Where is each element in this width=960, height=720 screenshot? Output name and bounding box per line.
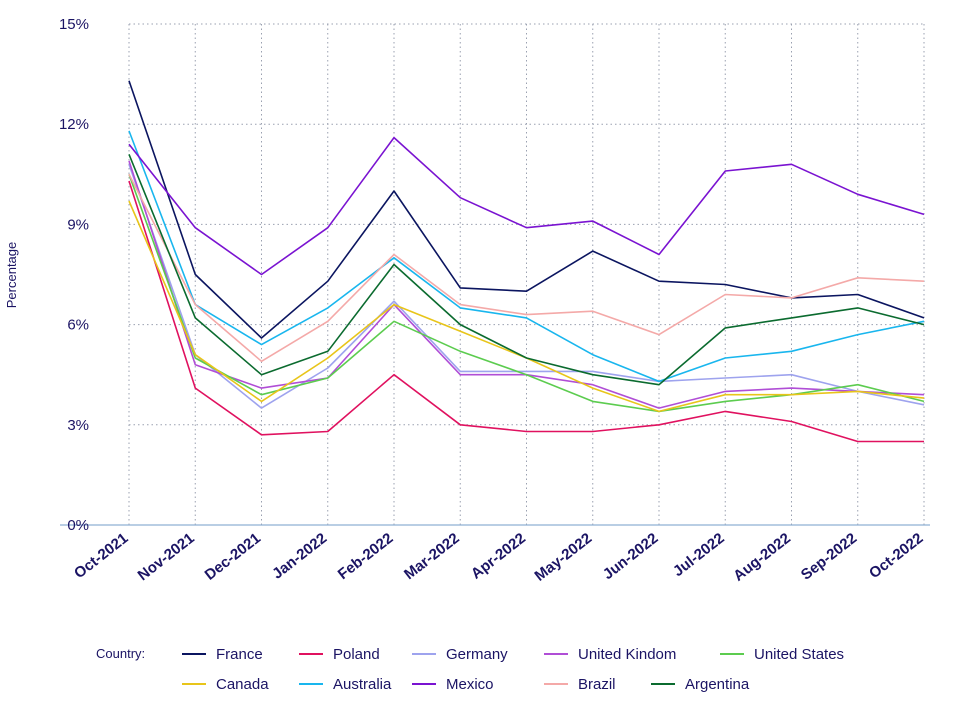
legend-item-australia[interactable]: Australia: [299, 674, 391, 694]
legend-swatch: [544, 653, 568, 655]
legend-label: United States: [754, 645, 845, 663]
series-line-brazil: [128, 173, 925, 363]
legend-label: Mexico: [446, 675, 494, 693]
legend-title: Country:: [96, 646, 146, 661]
legend-label: France: [216, 645, 263, 663]
x-tick-label: Feb-2022: [335, 530, 397, 583]
x-tick-label: May-2022: [532, 530, 596, 585]
legend-item-mexico[interactable]: Mexico: [412, 674, 494, 694]
line-chart: 0%3%6%9%12%15% Oct-2021 Nov-2021 Dec-2021 J…: [4, 16, 930, 585]
legend-item-united-states[interactable]: United States: [720, 644, 844, 664]
legend-swatch: [412, 683, 436, 685]
x-tick-label: Sep-2022: [798, 530, 860, 584]
y-tick-label: 6%: [67, 317, 89, 334]
legend-swatch: [720, 653, 744, 655]
x-tick-label: Apr-2022: [468, 530, 529, 583]
legend: Country: France Poland Germany United Kindo…: [0, 640, 960, 710]
series-line-mexico: [128, 136, 925, 276]
series-line-poland: [128, 180, 924, 443]
legend-item-france[interactable]: France: [182, 644, 263, 664]
y-axis-label: Percentage: [4, 242, 19, 309]
grid: [60, 23, 930, 526]
series-line-australia: [128, 130, 925, 383]
y-tick-label: 3%: [67, 417, 89, 434]
y-axis-ticks: 0% 3% 6% 9% 12% 15%: [59, 16, 89, 534]
legend-item-canada[interactable]: Canada: [182, 674, 269, 694]
legend-label: Poland: [333, 645, 380, 663]
legend-label: Australia: [333, 675, 392, 693]
x-tick-label: Nov-2021: [135, 530, 198, 584]
x-tick-label: Jan-2022: [269, 530, 330, 583]
legend-label: Brazil: [578, 675, 616, 693]
legend-item-united-kindom[interactable]: United Kindom: [544, 644, 676, 664]
legend-label: United Kindom: [578, 645, 677, 663]
x-tick-label: Mar-2022: [401, 530, 463, 583]
series-lines: [128, 80, 925, 443]
legend-item-argentina[interactable]: Argentina: [651, 674, 749, 694]
x-tick-label: Jun-2022: [600, 530, 662, 583]
x-tick-label: Oct-2021: [71, 530, 131, 582]
legend-swatch: [412, 653, 436, 655]
legend-swatch: [182, 653, 206, 655]
series-line-germany: [128, 164, 925, 409]
legend-swatch: [182, 683, 206, 685]
legend-swatch: [299, 683, 323, 685]
y-tick-label: 15%: [59, 16, 89, 33]
x-tick-label: Jul-2022: [670, 530, 728, 580]
x-axis-ticks: Oct-2021 Nov-2021 Dec-2021 Jan-2022 Feb-2022…: [71, 530, 926, 585]
legend-label: Argentina: [685, 675, 750, 693]
x-tick-label: Aug-2022: [730, 530, 794, 585]
legend-swatch: [651, 683, 675, 685]
series-line-argentina: [128, 153, 925, 386]
y-tick-label: 12%: [59, 116, 89, 133]
x-tick-label: Dec-2021: [202, 530, 264, 584]
legend-item-brazil[interactable]: Brazil: [544, 674, 616, 694]
legend-swatch: [544, 683, 568, 685]
y-tick-label: 9%: [67, 216, 89, 233]
x-tick-label: Oct-2022: [866, 530, 926, 582]
legend-label: Canada: [216, 675, 269, 693]
legend-item-germany[interactable]: Germany: [412, 644, 508, 664]
legend-label: Germany: [446, 645, 508, 663]
legend-swatch: [299, 653, 323, 655]
legend-item-poland[interactable]: Poland: [299, 644, 380, 664]
y-tick-label: 0%: [67, 517, 89, 534]
